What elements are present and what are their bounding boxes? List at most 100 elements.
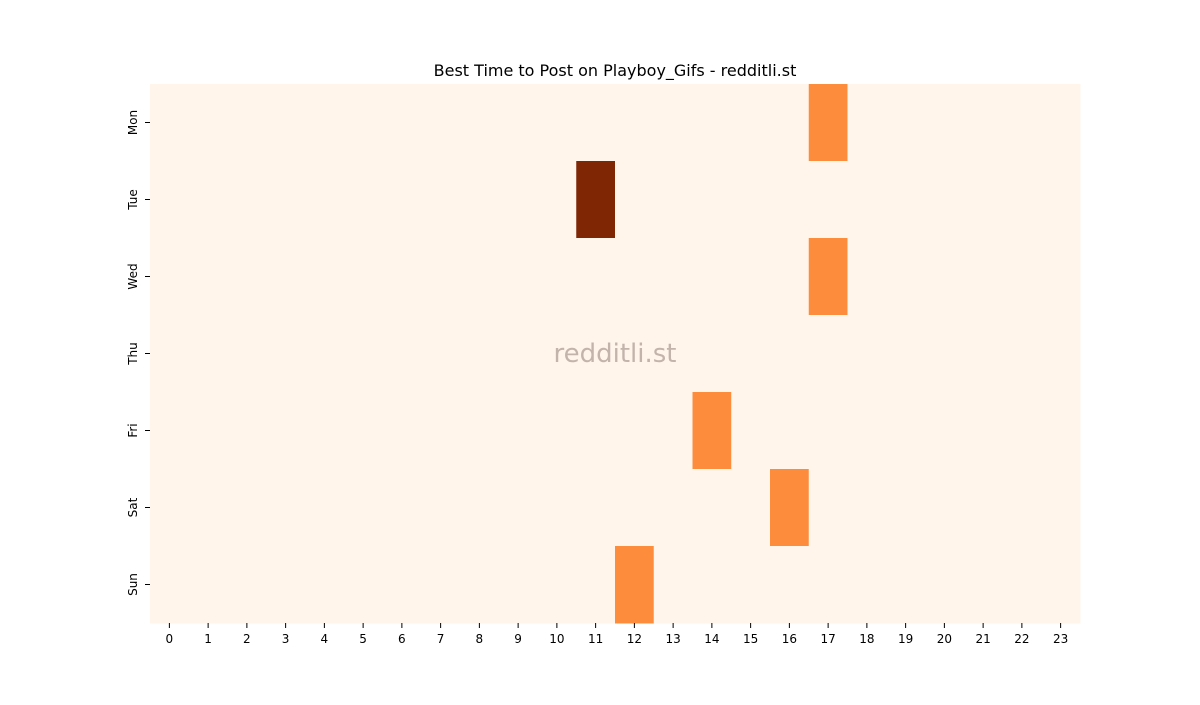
x-tick-label: 12 (627, 632, 642, 646)
heatmap-cell (1002, 546, 1042, 624)
heatmap-cell (343, 392, 383, 470)
heatmap-cell (1041, 315, 1081, 393)
x-tick-label: 6 (398, 632, 406, 646)
heatmap-cell (963, 392, 1003, 470)
heatmap-cell (847, 392, 887, 470)
heatmap-cell (808, 392, 848, 470)
x-tick-label: 21 (975, 632, 990, 646)
heatmap-cell (343, 238, 383, 316)
heatmap-cell (1002, 315, 1042, 393)
heatmap-cell (847, 161, 887, 239)
heatmap-cell (615, 469, 655, 547)
heatmap-cell (227, 161, 267, 239)
heatmap-cell (808, 238, 848, 316)
heatmap-cell (227, 392, 267, 470)
heatmap-cell (266, 161, 306, 239)
x-tick-label: 22 (1014, 632, 1029, 646)
heatmap-cell (498, 238, 538, 316)
heatmap-cell (847, 546, 887, 624)
heatmap-cell (150, 315, 190, 393)
heatmap-cell (576, 469, 616, 547)
x-tick-label: 4 (321, 632, 329, 646)
heatmap-cell (498, 469, 538, 547)
heatmap-cell (266, 315, 306, 393)
heatmap-cell (886, 392, 926, 470)
heatmap-cell (382, 469, 422, 547)
heatmap-cell (421, 546, 461, 624)
heatmap-cell (886, 315, 926, 393)
heatmap-cell (382, 315, 422, 393)
heatmap-cell (886, 238, 926, 316)
y-tick-label: Fri (126, 423, 140, 437)
heatmap-cell (1002, 161, 1042, 239)
heatmap-cell (227, 546, 267, 624)
heatmap-cell (1002, 469, 1042, 547)
heatmap-cell (537, 161, 577, 239)
chart-title: Best Time to Post on Playboy_Gifs - redd… (434, 61, 797, 81)
heatmap-cell (382, 161, 422, 239)
heatmap-cell (150, 161, 190, 239)
heatmap-cell (731, 315, 771, 393)
heatmap-cell (925, 315, 965, 393)
x-tick-label: 18 (859, 632, 874, 646)
heatmap-cell (925, 392, 965, 470)
heatmap-cell (227, 315, 267, 393)
y-tick-label: Mon (126, 110, 140, 135)
x-tick-label: 8 (476, 632, 484, 646)
heatmap-cell (886, 546, 926, 624)
heatmap-cell (188, 392, 228, 470)
heatmap-cell (305, 546, 345, 624)
heatmap-cell (925, 161, 965, 239)
heatmap-cell (615, 315, 655, 393)
heatmap-cell (460, 546, 500, 624)
heatmap-cell (692, 161, 732, 239)
heatmap-cell (653, 315, 693, 393)
heatmap-cell (770, 84, 810, 162)
heatmap-cell (886, 469, 926, 547)
heatmap-cell (537, 315, 577, 393)
heatmap-cell (305, 161, 345, 239)
heatmap-cell (576, 161, 616, 239)
heatmap-cell (770, 315, 810, 393)
heatmap-cell (731, 161, 771, 239)
heatmap-cell (460, 315, 500, 393)
heatmap-cell (653, 161, 693, 239)
x-tick-label: 15 (743, 632, 758, 646)
heatmap-cell (1041, 392, 1081, 470)
x-tick-label: 20 (937, 632, 952, 646)
x-tick-label: 9 (514, 632, 522, 646)
heatmap-cell (537, 546, 577, 624)
heatmap-cell (963, 546, 1003, 624)
heatmap-cell (615, 238, 655, 316)
heatmap-cell (770, 392, 810, 470)
heatmap-cell (653, 238, 693, 316)
heatmap-cell (770, 469, 810, 547)
heatmap-cell (460, 238, 500, 316)
heatmap-cell (188, 238, 228, 316)
heatmap-cell (343, 469, 383, 547)
x-axis: 0 1 2 3 4 5 6 7 8 9 10 11 12 13 14 15 16 17 18 19 20 21 22 23 (166, 623, 1068, 646)
heatmap-cell (925, 238, 965, 316)
watermark-text: redditli.st (554, 339, 677, 369)
heatmap-cell (266, 469, 306, 547)
x-tick-label: 10 (549, 632, 564, 646)
x-tick-label: 1 (204, 632, 212, 646)
heatmap-cell (266, 546, 306, 624)
heatmap-cell (692, 315, 732, 393)
heatmap-cell (266, 84, 306, 162)
heatmap-cell (227, 469, 267, 547)
heatmap-cell (808, 546, 848, 624)
heatmap-cell (692, 392, 732, 470)
heatmap-cell (653, 392, 693, 470)
heatmap-cell (1002, 238, 1042, 316)
heatmap-cell (537, 238, 577, 316)
y-tick-label: Thu (126, 342, 140, 366)
x-tick-label: 0 (166, 632, 174, 646)
heatmap-cell (150, 84, 190, 162)
heatmap-cell (305, 469, 345, 547)
x-tick-label: 13 (665, 632, 680, 646)
heatmap-cell (653, 84, 693, 162)
x-tick-label: 14 (704, 632, 719, 646)
heatmap-cell (653, 546, 693, 624)
